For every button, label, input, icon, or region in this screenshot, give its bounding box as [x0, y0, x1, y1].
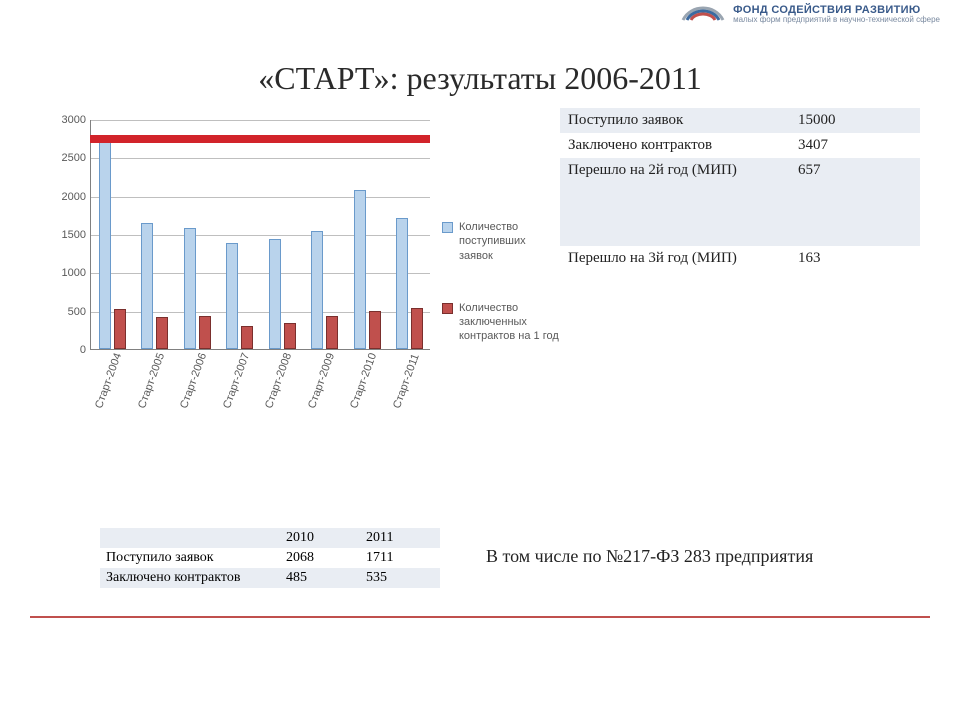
logo-text: ФОНД СОДЕЙСТВИЯ РАЗВИТИЮ малых форм пред… — [733, 4, 940, 25]
bar-contracts — [411, 308, 423, 349]
x-axis-label: Старт-2005 — [136, 350, 168, 410]
year-table-cell: 535 — [360, 568, 440, 588]
x-axis-label: Старт-2009 — [306, 350, 338, 410]
x-axis-label: Старт-2006 — [178, 350, 210, 410]
table-row-value: 163 — [790, 246, 920, 334]
y-tick-label: 500 — [50, 306, 86, 318]
bar-contracts — [284, 323, 296, 349]
bar-group — [311, 231, 338, 349]
header-logo: ФОНД СОДЕЙСТВИЯ РАЗВИТИЮ малых форм пред… — [681, 0, 940, 28]
bar-applications — [396, 218, 408, 349]
year-table-cell: 2068 — [280, 548, 360, 568]
y-tick-label: 1500 — [50, 229, 86, 241]
bar-group — [269, 239, 296, 349]
table-row-label: Перешло на 3й год (МИП) — [560, 246, 790, 334]
x-axis-label: Старт-2008 — [263, 350, 295, 410]
bar-group — [396, 218, 423, 349]
y-tick-label: 1000 — [50, 267, 86, 279]
legend-swatch-icon — [442, 303, 453, 314]
year-table-header: 2010 — [280, 528, 360, 548]
year-table-cell: Заключено контрактов — [100, 568, 280, 588]
x-axis-label: Старт-2011 — [391, 350, 423, 410]
bar-applications — [184, 228, 196, 349]
logo-line1: ФОНД СОДЕЙСТВИЯ РАЗВИТИЮ — [733, 4, 940, 16]
footnote: В том числе по №217-ФЗ 283 предприятия — [486, 546, 813, 567]
legend-label: Количество заключенных контрактов на 1 г… — [459, 301, 562, 344]
bar-contracts — [326, 316, 338, 349]
bar-applications — [354, 190, 366, 349]
bar-applications — [226, 243, 238, 349]
table-row-label: Заключено контрактов — [560, 133, 790, 158]
bar-group — [141, 223, 168, 350]
bar-contracts — [369, 311, 381, 349]
bar-group — [99, 138, 126, 349]
legend-item: Количество заключенных контрактов на 1 г… — [442, 301, 562, 344]
bar-applications — [311, 231, 323, 349]
summary-table: Поступило заявок15000Заключено контракто… — [560, 108, 920, 334]
logo-line2: малых форм предприятий в научно-техничес… — [733, 16, 940, 25]
year-table-cell: 1711 — [360, 548, 440, 568]
table-row-label: Поступило заявок — [560, 108, 790, 133]
bar-contracts — [199, 316, 211, 349]
legend-swatch-icon — [442, 222, 453, 233]
bar-group — [226, 243, 253, 349]
table-row-value: 657 — [790, 158, 920, 246]
table-row-value: 3407 — [790, 133, 920, 158]
year-table-header — [100, 528, 280, 548]
bottom-rule — [30, 616, 930, 618]
legend-label: Количество поступивших заявок — [459, 220, 562, 263]
bar-chart: 050010001500200025003000 Количество пост… — [30, 110, 550, 430]
y-tick-label: 2000 — [50, 191, 86, 203]
reference-line — [90, 135, 430, 143]
x-axis-label: Старт-2010 — [348, 350, 380, 410]
x-axis-label: Старт-2007 — [221, 350, 253, 410]
bar-applications — [141, 223, 153, 350]
chart-legend: Количество поступивших заявок Количество … — [442, 220, 562, 382]
chart-plot-area — [90, 120, 430, 350]
page-title: «СТАРТ»: результаты 2006-2011 — [0, 60, 960, 97]
bar-contracts — [114, 309, 126, 349]
bar-applications — [269, 239, 281, 349]
bar-group — [184, 228, 211, 349]
logo-swoosh-icon — [681, 0, 725, 28]
bar-applications — [99, 138, 111, 349]
legend-item: Количество поступивших заявок — [442, 220, 562, 263]
year-table-cell: 485 — [280, 568, 360, 588]
table-row-label: Перешло на 2й год (МИП) — [560, 158, 790, 246]
year-table: 20102011 Поступило заявок20681711 Заключен… — [100, 528, 440, 588]
table-row-value: 15000 — [790, 108, 920, 133]
y-tick-label: 3000 — [50, 114, 86, 126]
bar-contracts — [156, 317, 168, 349]
y-tick-label: 2500 — [50, 152, 86, 164]
bar-group — [354, 190, 381, 349]
year-table-cell: Поступило заявок — [100, 548, 280, 568]
y-tick-label: 0 — [50, 344, 86, 356]
x-axis-label: Старт-2004 — [93, 350, 125, 410]
bar-contracts — [241, 326, 253, 349]
year-table-header: 2011 — [360, 528, 440, 548]
